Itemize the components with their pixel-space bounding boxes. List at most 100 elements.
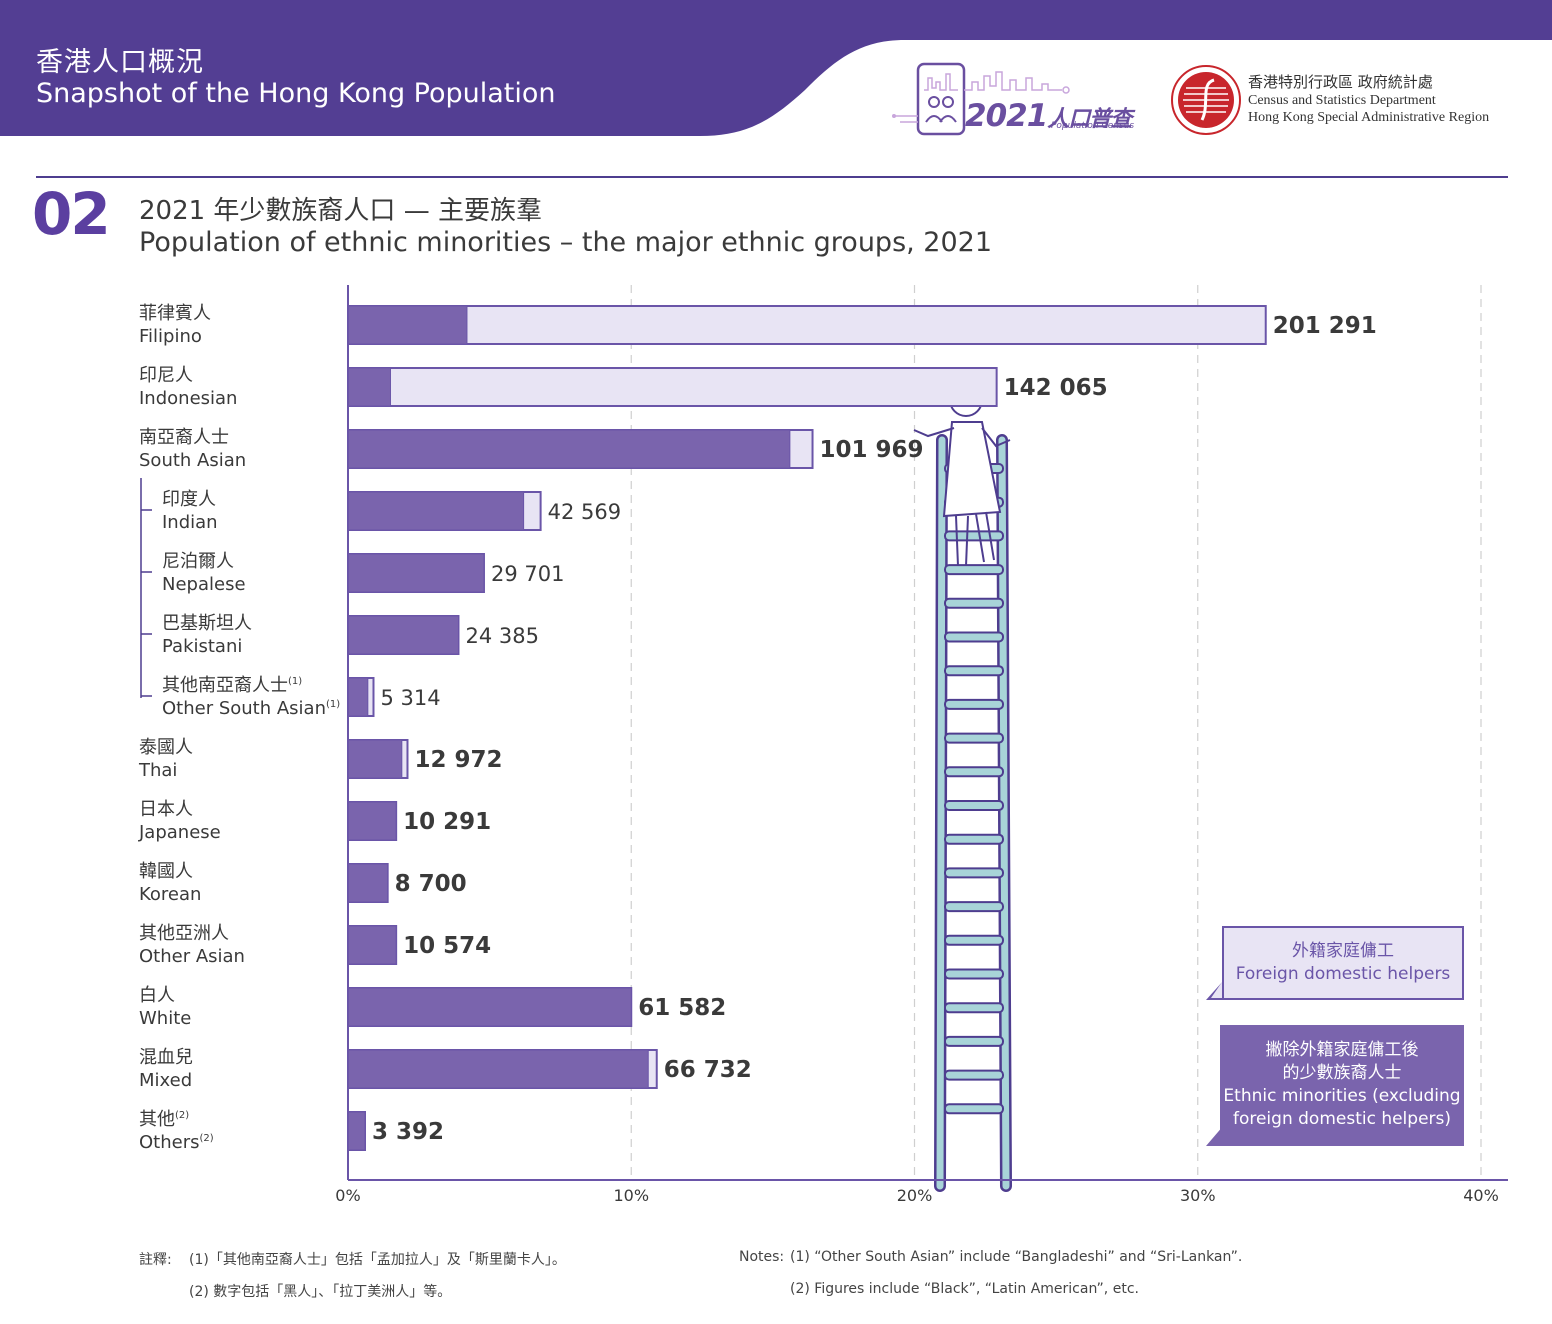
data-label: 10 574 [403, 933, 491, 959]
category-label-en: Indonesian [139, 388, 237, 409]
data-label: 142 065 [1004, 375, 1108, 401]
category-label-zh: 其他南亞裔人士(1) [162, 675, 302, 696]
census-logo-subtitle: Population Census [1051, 121, 1135, 131]
ladder-rung [944, 968, 1004, 980]
bar-em-excl-fdh [347, 925, 397, 965]
category-label-zh: 泰國人 [139, 737, 193, 758]
bar-em-excl-fdh [347, 739, 403, 779]
notes-en-label: Notes: [739, 1249, 785, 1265]
x-tick-label: 40% [1463, 1186, 1499, 1205]
x-tick-label: 10% [613, 1186, 649, 1205]
data-label: 201 291 [1273, 313, 1377, 339]
category-label-en: White [139, 1008, 191, 1029]
csd-logo-icon [1171, 65, 1241, 135]
footnote-marker: (2) [200, 1133, 214, 1144]
data-label: 24 385 [465, 624, 538, 648]
bar-group [347, 987, 633, 1027]
section-divider [36, 176, 1508, 178]
ladder-rung [944, 766, 1004, 778]
bar-em-excl-fdh [347, 863, 389, 903]
data-label: 12 972 [414, 747, 502, 773]
data-label: 29 701 [491, 562, 564, 586]
bar-em-excl-fdh [347, 987, 632, 1027]
data-label: 61 582 [638, 995, 726, 1021]
category-label-en: Thai [138, 760, 177, 781]
category-label-en: Indian [162, 512, 218, 533]
category-label-en: Japanese [138, 822, 221, 843]
category-label-zh: 南亞裔人士 [139, 427, 229, 448]
category-label-zh: 其他(2) [139, 1109, 189, 1130]
ladder-rung [944, 597, 1004, 609]
bar-em-excl-fdh [347, 429, 791, 469]
bar-em-excl-fdh [347, 367, 391, 407]
category-label-en: Other South Asian(1) [162, 698, 340, 719]
category-label-en: Other Asian [139, 946, 245, 967]
data-label: 8 700 [395, 871, 467, 897]
bar-em-excl-fdh [347, 615, 459, 655]
data-label: 101 969 [820, 437, 924, 463]
data-label: 5 314 [380, 686, 440, 710]
bar-total [347, 367, 998, 407]
footnote-marker: (2) [175, 1110, 189, 1121]
ladder-rung [944, 867, 1004, 879]
ladder-rung [944, 732, 1004, 744]
chart-title-en: Population of ethnic minorities – the ma… [139, 227, 993, 258]
csd-name: 香港特別行政區 政府統計處 Census and Statistics Depa… [1248, 72, 1489, 126]
notes-zh-2: (2) 數字包括「黑人」、「拉丁美洲人」等。 [189, 1284, 452, 1300]
ladder-rung [944, 698, 1004, 710]
legend-em-pointer [1206, 1125, 1224, 1146]
data-label: 10 291 [403, 809, 491, 835]
data-label: 66 732 [664, 1057, 752, 1083]
legend-fdh-zh: 外籍家庭傭工 [1292, 941, 1394, 961]
ladder-rung [944, 530, 1004, 542]
ladder-rail-right-fill [998, 436, 1010, 1190]
legend-em-zh-2: 的少數族裔人士 [1282, 1063, 1402, 1083]
category-label-en: Korean [139, 884, 201, 905]
csd-name-zh: 香港特別行政區 政府統計處 [1248, 73, 1433, 91]
bar-total [347, 305, 1267, 345]
ladder-rung [944, 1035, 1004, 1047]
bar-group [347, 491, 542, 531]
category-label-zh: 混血兒 [139, 1047, 193, 1068]
bar-group [347, 1111, 366, 1151]
x-tick-label: 0% [335, 1186, 360, 1205]
legend-em-en-2: foreign domestic helpers) [1232, 1109, 1452, 1129]
ladder-rung [944, 800, 1004, 811]
category-label-zh: 印度人 [162, 489, 216, 510]
bar-group [347, 367, 998, 407]
data-label: 42 569 [548, 500, 621, 524]
ladder-rung [944, 1103, 1004, 1115]
legend-em-zh-1: 撇除外籍家庭傭工後 [1265, 1040, 1419, 1060]
notes-en-1: (1) “Other South Asian” include “Banglad… [790, 1249, 1243, 1265]
legend-foreign-domestic-helpers: 外籍家庭傭工 Foreign domestic helpers [1222, 926, 1464, 1000]
category-label-zh: 日本人 [139, 799, 193, 820]
header-band [0, 0, 1552, 136]
ladder-rung [944, 901, 1004, 913]
category-label-zh: 韓國人 [139, 861, 193, 882]
category-label-zh: 其他亞洲人 [139, 923, 229, 944]
ladder-rung [944, 1002, 1004, 1014]
bar-group [347, 677, 375, 717]
census-logo-text: 2021人口普查 [965, 98, 1132, 134]
x-tick-label: 20% [897, 1186, 933, 1205]
category-label-zh: 菲律賓人 [139, 303, 211, 324]
notes-en-2: (2) Figures include “Black”, “Latin Amer… [790, 1281, 1139, 1297]
bar-group [347, 863, 389, 903]
section-number: 02 [32, 180, 111, 248]
bar-em-excl-fdh [347, 491, 525, 531]
bar-em-excl-fdh [347, 1111, 366, 1151]
header-title-zh: 香港人口概況 [36, 47, 204, 78]
category-label-en: Nepalese [162, 574, 246, 595]
category-label-zh: 印尼人 [139, 365, 193, 386]
bar-group [347, 615, 460, 655]
legend-fdh-en: Foreign domestic helpers [1235, 964, 1451, 984]
header-title-en: Snapshot of the Hong Kong Population [36, 78, 556, 109]
notes-zh-1: (1)「其他南亞裔人士」包括「孟加拉人」及「斯里蘭卡人」。 [189, 1252, 566, 1268]
legend-fdh-pointer [1206, 980, 1224, 1000]
legend-ethnic-minorities-excl-fdh: 撇除外籍家庭傭工後 的少數族裔人士 Ethnic minorities (exc… [1220, 1025, 1464, 1146]
category-label-en: Others(2) [139, 1132, 214, 1153]
bar-group [347, 305, 1267, 345]
notes-zh-label: 註釋: [139, 1252, 172, 1268]
bar-em-excl-fdh [347, 1049, 649, 1089]
